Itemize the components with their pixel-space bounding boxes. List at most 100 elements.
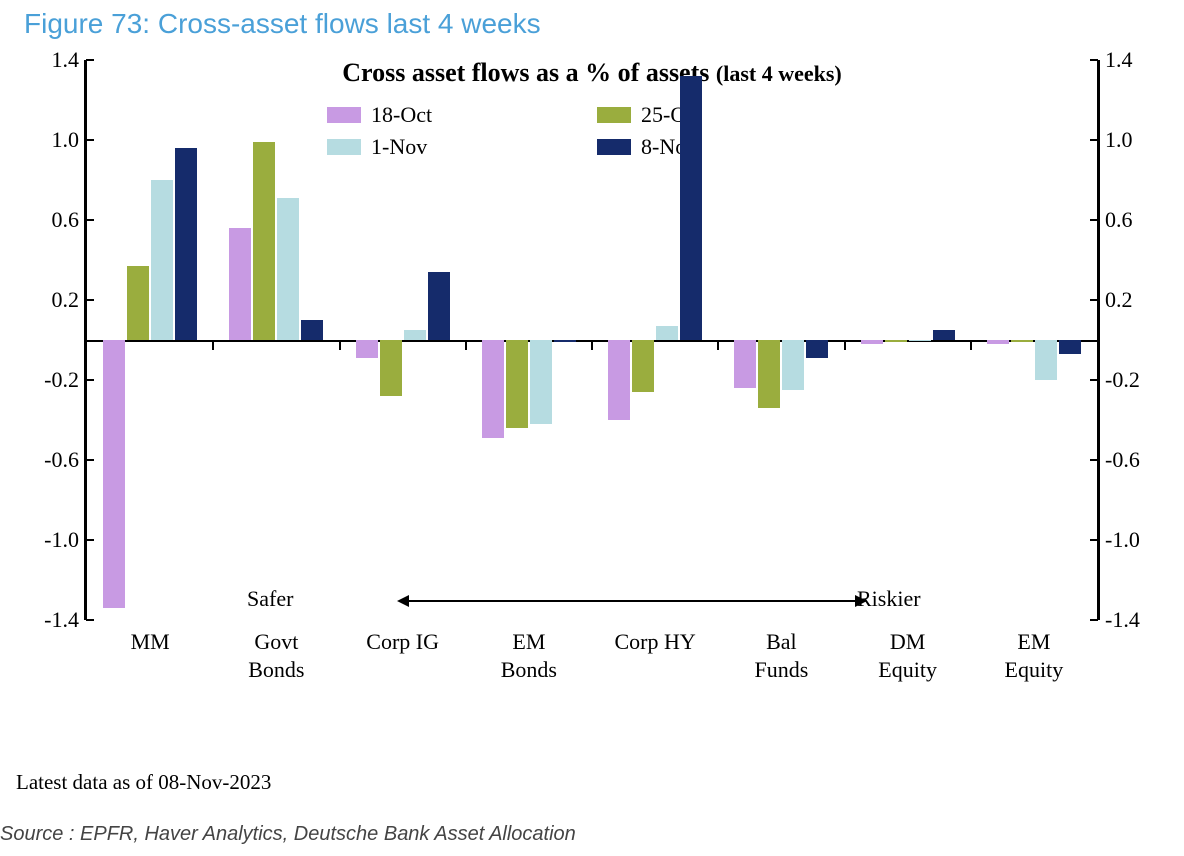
- y-tick-label-right: -0.6: [1097, 447, 1140, 473]
- bar: [680, 76, 702, 340]
- legend-item: 25-Oct: [597, 102, 867, 128]
- y-tick-label-right: 1.0: [1097, 127, 1133, 153]
- bar: [632, 340, 654, 392]
- y-tick-label-left: -0.2: [44, 367, 87, 393]
- figure-title: Figure 73: Cross-asset flows last 4 week…: [24, 8, 1184, 40]
- bar: [554, 340, 576, 342]
- bar: [229, 228, 251, 340]
- y-tick-mark: [1090, 459, 1098, 461]
- legend: 18-Oct 25-Oct 1-Nov 8-Nov: [327, 102, 867, 160]
- category-label: DMEquity: [848, 620, 968, 683]
- category-tick: [339, 340, 341, 350]
- y-tick-label-right: -1.4: [1097, 607, 1140, 633]
- safer-label: Safer: [247, 586, 293, 612]
- bar: [380, 340, 402, 396]
- bar: [656, 326, 678, 340]
- chart-container: Cross asset flows as a % of assets (last…: [24, 60, 1154, 700]
- y-tick-mark: [86, 459, 94, 461]
- y-tick-label-right: -0.2: [1097, 367, 1140, 393]
- bar: [885, 340, 907, 342]
- bar: [404, 330, 426, 340]
- category-label: EMEquity: [974, 620, 1094, 683]
- data-note: Latest data as of 08-Nov-2023: [16, 770, 1184, 795]
- y-tick-label-left: -1.0: [44, 527, 87, 553]
- bar: [608, 340, 630, 420]
- y-tick-label-left: 1.4: [52, 47, 88, 73]
- y-tick-mark: [86, 139, 94, 141]
- category-label: BalFunds: [721, 620, 841, 683]
- source-line: Source : EPFR, Haver Analytics, Deutsche…: [0, 823, 1184, 846]
- bar: [253, 142, 275, 340]
- category-label: Corp IG: [343, 620, 463, 656]
- bar: [909, 340, 931, 341]
- bar: [301, 320, 323, 340]
- legend-item: 18-Oct: [327, 102, 597, 128]
- y-tick-mark: [86, 379, 94, 381]
- bar: [734, 340, 756, 388]
- legend-swatch: [597, 107, 631, 123]
- legend-label: 1-Nov: [371, 134, 427, 160]
- bar: [103, 340, 125, 608]
- y-tick-mark: [1090, 299, 1098, 301]
- risk-arrow-line: [407, 600, 857, 602]
- y-tick-mark: [1090, 59, 1098, 61]
- y-tick-mark: [86, 219, 94, 221]
- y-tick-label-right: 0.6: [1097, 207, 1133, 233]
- category-tick: [844, 340, 846, 350]
- y-tick-mark: [1090, 379, 1098, 381]
- bar: [428, 272, 450, 340]
- bar: [530, 340, 552, 424]
- arrow-head-right-icon: [855, 595, 867, 607]
- bar: [277, 198, 299, 340]
- y-tick-mark: [86, 299, 94, 301]
- arrow-head-left-icon: [397, 595, 409, 607]
- legend-item: 8-Nov: [597, 134, 867, 160]
- bar: [151, 180, 173, 340]
- legend-label: 18-Oct: [371, 102, 432, 128]
- y-tick-mark: [1090, 539, 1098, 541]
- category-tick: [465, 340, 467, 350]
- bar: [758, 340, 780, 408]
- y-tick-mark: [1090, 219, 1098, 221]
- y-tick-label-left: 0.6: [52, 207, 88, 233]
- legend-item: 1-Nov: [327, 134, 597, 160]
- chart-title-sub: (last 4 weeks): [716, 61, 842, 86]
- category-label: GovtBonds: [216, 620, 336, 683]
- bar: [1059, 340, 1081, 354]
- chart-title-main: Cross asset flows as a % of assets: [342, 58, 709, 87]
- legend-swatch: [597, 139, 631, 155]
- chart-title: Cross asset flows as a % of assets (last…: [342, 58, 842, 88]
- legend-swatch: [327, 107, 361, 123]
- y-tick-label-right: -1.0: [1097, 527, 1140, 553]
- plot-area: Cross asset flows as a % of assets (last…: [84, 60, 1100, 620]
- category-tick: [212, 340, 214, 350]
- bar: [356, 340, 378, 358]
- bar: [987, 340, 1009, 344]
- category-tick: [717, 340, 719, 350]
- bar: [482, 340, 504, 438]
- category-tick: [591, 340, 593, 350]
- y-tick-label-left: 0.2: [52, 287, 88, 313]
- bar: [861, 340, 883, 344]
- y-tick-label-left: 1.0: [52, 127, 88, 153]
- category-label: EMBonds: [469, 620, 589, 683]
- y-tick-mark: [86, 539, 94, 541]
- bar: [506, 340, 528, 428]
- bar: [1035, 340, 1057, 380]
- bar: [782, 340, 804, 390]
- category-label: Corp HY: [595, 620, 715, 656]
- bar: [933, 330, 955, 340]
- y-tick-label-right: 1.4: [1097, 47, 1133, 73]
- category-tick: [970, 340, 972, 350]
- bar: [175, 148, 197, 340]
- legend-swatch: [327, 139, 361, 155]
- bar: [806, 340, 828, 358]
- y-tick-label-left: -1.4: [44, 607, 87, 633]
- y-tick-mark: [86, 59, 94, 61]
- category-label: MM: [90, 620, 210, 656]
- y-tick-label-right: 0.2: [1097, 287, 1133, 313]
- bar: [1011, 340, 1033, 342]
- y-tick-label-left: -0.6: [44, 447, 87, 473]
- y-tick-mark: [1090, 139, 1098, 141]
- bar: [127, 266, 149, 340]
